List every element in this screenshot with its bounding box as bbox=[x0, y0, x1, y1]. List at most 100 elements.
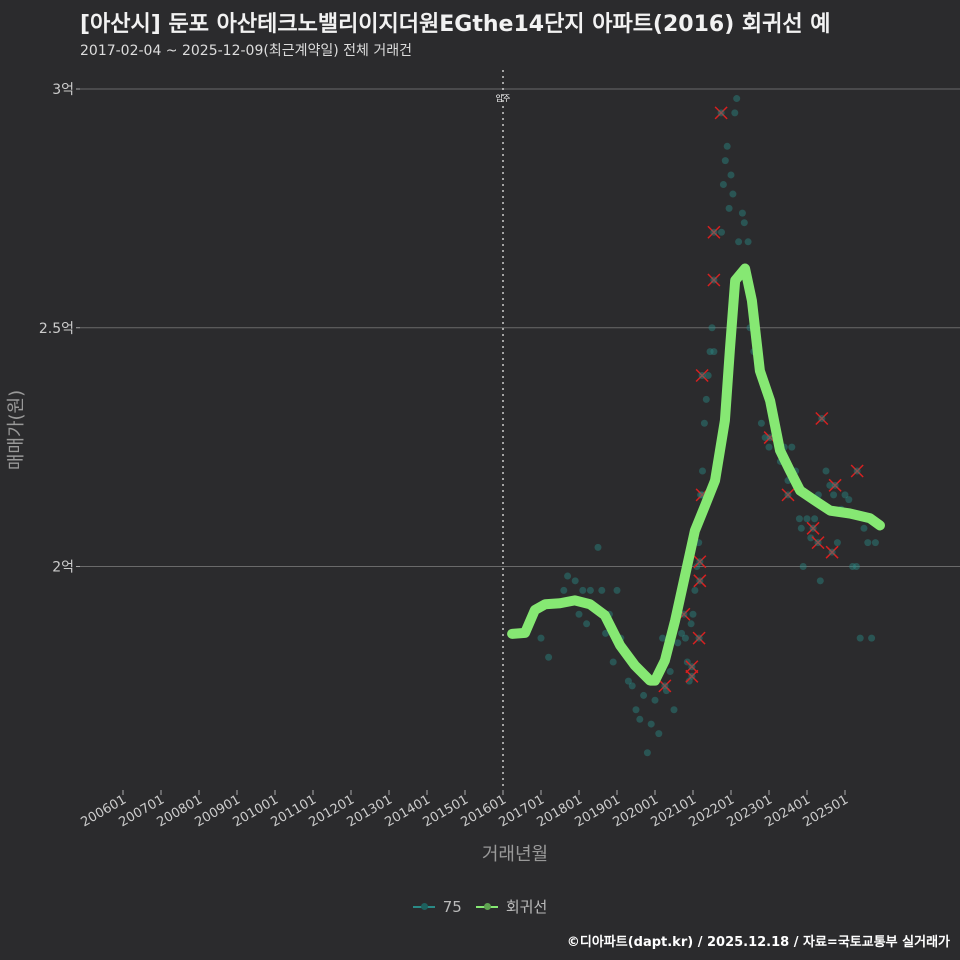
y-axis-label: 매매가(원) bbox=[6, 390, 27, 470]
scatter-point bbox=[628, 682, 636, 690]
chart-title: [아산시] 둔포 아산테크노밸리이지더원EGthe14단지 아파트(2016) … bbox=[80, 12, 831, 37]
scatter-point bbox=[689, 610, 697, 618]
scatter-point bbox=[809, 524, 817, 532]
scatter-point bbox=[853, 467, 861, 475]
scatter-point bbox=[871, 539, 879, 547]
scatter-point bbox=[674, 639, 682, 647]
source-credit: ©디아파트(dapt.kr) / 2025.12.18 / 자료=국토교통부 실… bbox=[566, 935, 950, 950]
scatter-point bbox=[845, 496, 853, 504]
scatter-point bbox=[744, 238, 752, 246]
scatter-point bbox=[757, 419, 765, 427]
legend-item-regression: 회귀선 bbox=[475, 896, 548, 917]
scatter-point bbox=[579, 586, 587, 594]
scatter-point bbox=[685, 677, 693, 685]
scatter-point bbox=[695, 634, 703, 642]
scatter-point bbox=[849, 563, 857, 570]
scatter-point bbox=[799, 563, 807, 570]
scatter-point bbox=[831, 481, 839, 489]
scatter-point bbox=[856, 634, 864, 642]
scatter-point bbox=[765, 443, 773, 451]
scatter-point bbox=[632, 706, 640, 714]
scatter-point bbox=[826, 481, 834, 489]
scatter-point bbox=[725, 204, 733, 212]
cancelled-deal-marker bbox=[825, 545, 839, 559]
scatter-point bbox=[784, 491, 792, 499]
scatter-point bbox=[564, 572, 572, 580]
scatter-point bbox=[822, 467, 830, 475]
cancelled-deal-marker bbox=[695, 368, 709, 383]
scatter-point bbox=[740, 219, 748, 227]
scatter-point bbox=[818, 414, 826, 422]
scatter-point bbox=[647, 720, 655, 728]
cancelled-deal-marker bbox=[815, 411, 829, 426]
cancelled-deal-marker bbox=[693, 574, 707, 588]
scatter-point bbox=[704, 372, 712, 379]
scatter-point bbox=[833, 539, 841, 547]
scatter-point bbox=[545, 653, 553, 661]
y-tick-label: 2억 bbox=[52, 560, 74, 576]
legend-swatch-regression bbox=[475, 905, 498, 908]
cancelled-deal-marker bbox=[850, 464, 864, 478]
cancelled-deal-marker bbox=[806, 521, 820, 535]
scatter-point bbox=[698, 372, 706, 379]
scatter-point bbox=[688, 663, 696, 671]
scatter-point bbox=[710, 276, 718, 284]
scatter-point bbox=[718, 228, 725, 236]
y-tick-label: 3억 bbox=[52, 82, 74, 98]
scatter-point bbox=[761, 434, 769, 442]
scatter-point bbox=[699, 467, 706, 475]
cancelled-deal-marker bbox=[828, 478, 842, 492]
scatter-point bbox=[598, 586, 606, 594]
scatter-point bbox=[688, 672, 696, 680]
scatter-point bbox=[666, 668, 674, 676]
cancelled-deal-marker bbox=[692, 631, 706, 645]
cancelled-deal-marker bbox=[707, 273, 721, 287]
cancelled-deal-marker bbox=[658, 679, 672, 693]
legend-label: 75 bbox=[442, 897, 462, 916]
scatter-point bbox=[680, 610, 688, 618]
chart-subtitle: 2017-02-04 ~ 2025-12-09(최근계약일) 전체 거래건 bbox=[80, 43, 412, 59]
scatter-point bbox=[738, 209, 746, 217]
scatter-point bbox=[830, 491, 838, 499]
scatter-point bbox=[696, 577, 704, 585]
legend-label: 회귀선 bbox=[505, 898, 548, 916]
scatter-point bbox=[803, 515, 811, 523]
scatter-point bbox=[814, 539, 822, 547]
scatter-point bbox=[571, 577, 579, 585]
cancelled-deal-marker bbox=[781, 488, 795, 502]
y-tick-label: 2.5억 bbox=[39, 321, 74, 337]
scatter-point bbox=[811, 515, 819, 523]
scatter-point bbox=[708, 324, 716, 332]
scatter-point bbox=[735, 238, 743, 246]
scatter-point bbox=[729, 190, 737, 198]
scatter-point bbox=[816, 577, 824, 585]
cancelled-deal-marker bbox=[714, 106, 728, 120]
scatter-point bbox=[721, 157, 729, 165]
scatter-point bbox=[727, 171, 735, 179]
scatter-point bbox=[691, 586, 699, 594]
scatter-point bbox=[537, 634, 545, 642]
cancelled-deal-marker bbox=[811, 536, 825, 550]
scatter-point bbox=[710, 348, 718, 356]
scatter-point bbox=[864, 539, 872, 547]
legend-swatch-75 bbox=[412, 905, 435, 908]
scatter-point bbox=[733, 95, 741, 103]
scatter-point bbox=[706, 348, 714, 356]
cancelled-deal-marker bbox=[685, 669, 699, 683]
scatter-point bbox=[636, 715, 644, 723]
cancelled-deal-marker bbox=[707, 225, 721, 239]
scatter-point bbox=[731, 109, 739, 117]
scatter-point bbox=[719, 181, 727, 188]
scatter-point bbox=[640, 691, 648, 699]
scatter-point bbox=[609, 658, 617, 666]
scatter-point bbox=[697, 491, 705, 499]
scatter-point bbox=[681, 634, 689, 642]
scatter-point bbox=[795, 515, 803, 523]
scatter-point bbox=[624, 677, 632, 685]
scatter-point bbox=[583, 620, 591, 628]
scatter-point bbox=[687, 620, 695, 628]
scatter-point bbox=[670, 706, 678, 714]
scatter-point bbox=[655, 730, 663, 738]
scatter-point bbox=[702, 395, 710, 403]
